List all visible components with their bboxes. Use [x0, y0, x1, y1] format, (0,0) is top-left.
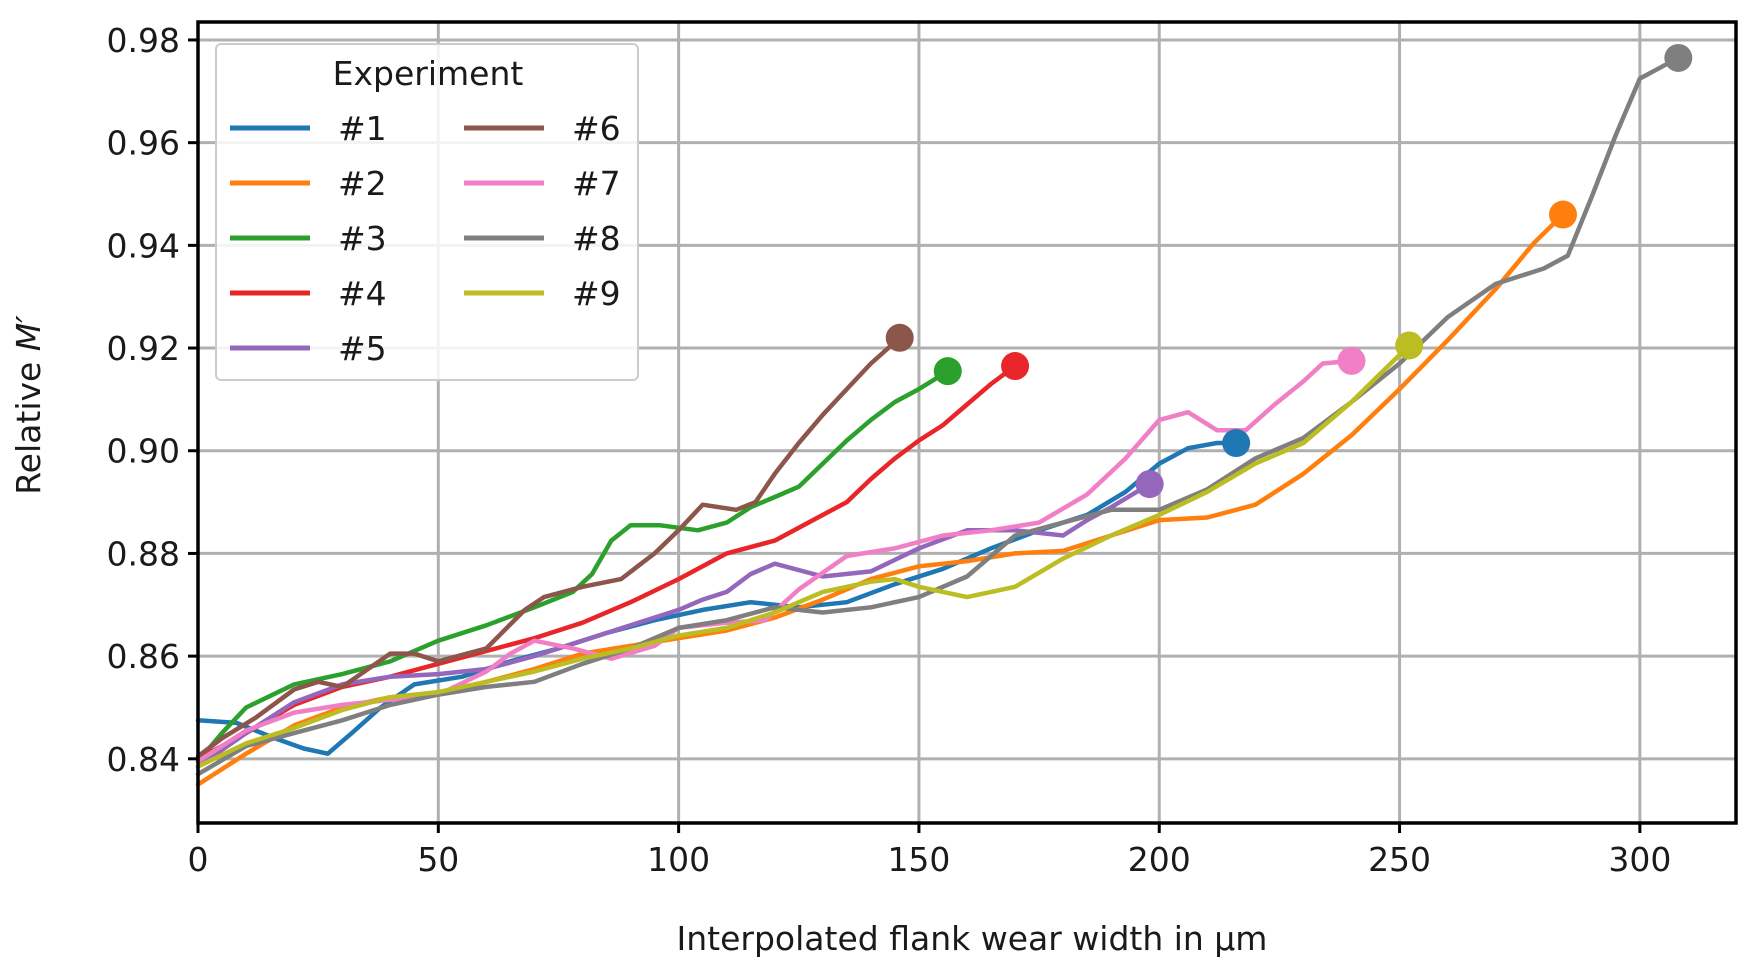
y-tick-label: 0.84 [107, 740, 180, 779]
legend-label: #8 [572, 219, 621, 258]
end-point-6 [885, 323, 914, 352]
end-markers [885, 43, 1693, 499]
x-tick-label: 250 [1368, 840, 1431, 879]
legend-label: #2 [338, 164, 387, 203]
end-point-4 [1001, 352, 1030, 381]
series-line-6 [195, 335, 902, 759]
x-tick-label: 100 [647, 840, 710, 879]
end-point-8 [1664, 43, 1693, 72]
series-line-3 [195, 368, 951, 764]
y-tick-label: 0.98 [107, 21, 180, 60]
y-tick-label: 0.88 [107, 534, 180, 573]
end-point-1 [1222, 429, 1251, 458]
x-tick-label: 50 [417, 840, 459, 879]
end-point-9 [1395, 331, 1424, 360]
legend-label: #6 [572, 109, 621, 148]
legend-title: Experiment [333, 54, 524, 93]
x-axis-title: Interpolated flank wear width in µm [677, 919, 1268, 958]
legend-entries: #1 #2 #3 #4 #5 #6 #7 #8 #9 [230, 109, 621, 368]
end-point-2 [1548, 200, 1577, 229]
series-line-1 [195, 440, 1239, 756]
x-tick-label: 150 [887, 840, 950, 879]
x-tick-label: 300 [1608, 840, 1671, 879]
y-axis-ticks: 0.84 0.86 0.88 0.90 0.92 0.94 0.96 0.98 [107, 21, 198, 779]
y-axis-title-variable: M′ [9, 315, 48, 351]
plot-frame [196, 20, 1738, 825]
x-axis-ticks: 0 50 100 150 200 250 300 [188, 823, 1671, 879]
y-axis-title-prefix: Relative [9, 351, 48, 495]
legend-label: #1 [338, 109, 387, 148]
end-point-3 [933, 357, 962, 386]
y-tick-label: 0.94 [107, 226, 180, 265]
y-tick-label: 0.86 [107, 637, 180, 676]
y-tick-label: 0.92 [107, 329, 180, 368]
series-line-9 [195, 343, 1412, 769]
end-point-5 [1135, 470, 1164, 499]
legend: Experiment #1 #2 #3 #4 #5 #6 #7 #8 #9 [215, 43, 639, 381]
y-tick-label: 0.96 [107, 124, 180, 163]
x-tick-label: 0 [188, 840, 209, 879]
y-axis-title: Relative M′ [9, 315, 48, 495]
legend-label: #4 [338, 274, 387, 313]
series-lines [195, 55, 1681, 787]
legend-label: #9 [572, 274, 621, 313]
x-tick-label: 200 [1128, 840, 1191, 879]
legend-label: #3 [338, 219, 387, 258]
legend-label: #7 [572, 164, 621, 203]
end-point-7 [1337, 346, 1366, 375]
series-line-8 [195, 55, 1681, 777]
y-tick-label: 0.90 [107, 432, 180, 471]
legend-label: #5 [338, 329, 387, 368]
legend-box [215, 43, 639, 381]
